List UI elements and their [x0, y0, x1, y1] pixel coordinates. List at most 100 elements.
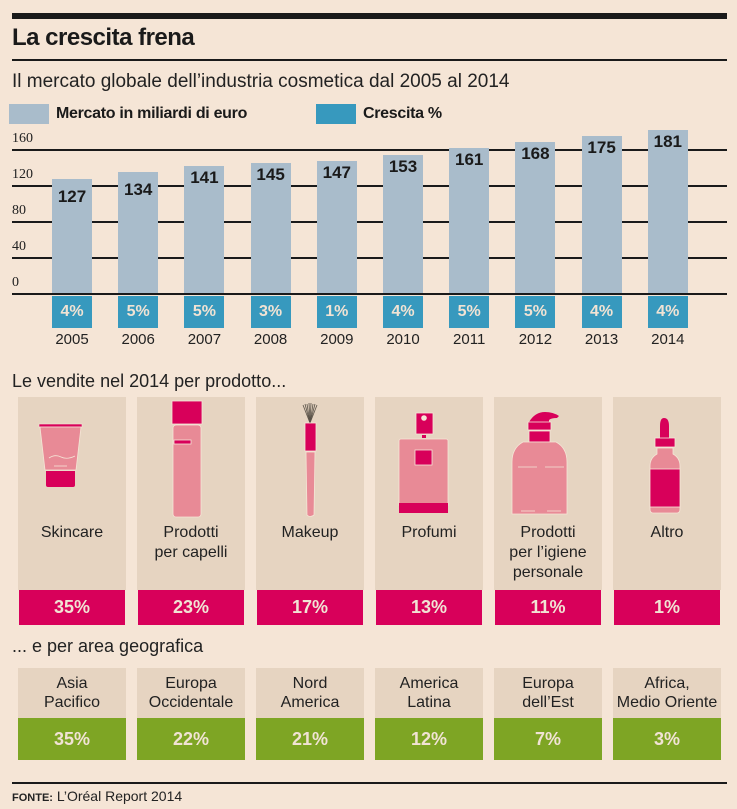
- y-tick-label: 40: [12, 239, 26, 254]
- product-card: Makeup: [256, 397, 364, 590]
- gridline: [12, 221, 727, 223]
- product-share: 1%: [614, 590, 720, 625]
- growth-box-2012: 5%: [515, 296, 556, 328]
- region-label-line: Europa: [522, 675, 574, 692]
- region-card: America Latina: [375, 668, 483, 718]
- product-label-line: personale: [512, 564, 584, 581]
- x-tick-label: 2011: [453, 331, 486, 348]
- region-card: Africa, Medio Oriente: [613, 668, 721, 718]
- product-share: 11%: [495, 590, 601, 625]
- top-rule: [12, 13, 727, 19]
- region-card: Asia Pacifico: [18, 668, 126, 718]
- title-rule: [12, 59, 727, 61]
- region-label-line: Asia: [56, 675, 88, 692]
- region-label: Europa Occidentale: [133, 674, 249, 712]
- region-label-line: Europa: [165, 675, 217, 692]
- regions-section-title: ... e per area geografica: [12, 636, 204, 656]
- product-label: Prodotti per capelli: [137, 523, 245, 563]
- region-share: 7%: [494, 718, 602, 760]
- product-label-line: per l’igiene: [509, 544, 587, 561]
- region-label: Asia Pacifico: [14, 674, 130, 712]
- source-label: FONTE:: [12, 792, 53, 804]
- gridline: [12, 257, 727, 259]
- bar-market-2008: [250, 162, 291, 293]
- product-share: 13%: [376, 590, 482, 625]
- region-label-line: Latina: [407, 694, 451, 711]
- product-share: 35%: [19, 590, 125, 625]
- region-label-line: Medio Oriente: [616, 694, 718, 711]
- region-label: America Latina: [371, 674, 487, 712]
- product-share: 17%: [257, 590, 363, 625]
- region-label: Africa, Medio Oriente: [609, 674, 725, 712]
- region-label-line: America: [399, 675, 459, 692]
- x-tick-label: 2009: [320, 331, 354, 348]
- bar-market-2013: [581, 135, 622, 293]
- region-label-line: Africa,: [644, 675, 690, 692]
- region-share: 21%: [256, 718, 364, 760]
- bar-value-label: 141: [190, 168, 219, 188]
- y-tick-label: 120: [12, 167, 33, 182]
- region-label-line: America: [280, 694, 340, 711]
- bar-value-label: 134: [124, 180, 153, 200]
- y-tick-label: 80: [12, 203, 26, 218]
- chart-subtitle: Il mercato globale dell’industria cosmet…: [12, 71, 510, 92]
- growth-box-2013: 4%: [581, 296, 622, 328]
- product-label-line: Prodotti: [520, 524, 576, 541]
- bar-market-2006: [118, 172, 159, 293]
- bar-market-2011: [449, 148, 490, 293]
- bar-market-2009: [316, 160, 357, 293]
- region-label-line: Nord: [292, 675, 328, 692]
- x-tick-label: 2012: [518, 331, 553, 348]
- bar-market-2007: [184, 166, 225, 293]
- growth-box-2014: 4%: [647, 296, 688, 328]
- region-share: 12%: [375, 718, 483, 760]
- region-label-line: Occidentale: [148, 694, 234, 711]
- growth-box-2009: 1%: [316, 296, 357, 328]
- bar-value-label: 168: [521, 143, 550, 163]
- product-share: 23%: [138, 590, 244, 625]
- product-card: Altro: [613, 397, 721, 590]
- bar-value-label: 175: [587, 137, 616, 157]
- bar-market-2005: [52, 178, 92, 293]
- x-tick-label: 2007: [187, 331, 222, 348]
- bar-value-label: 127: [57, 186, 87, 206]
- product-card: Prodotti per capelli: [137, 397, 245, 590]
- product-label-line: Prodotti: [163, 524, 219, 541]
- growth-box-2008: 3%: [250, 296, 291, 328]
- x-tick-label: 2005: [55, 331, 89, 348]
- products-section-title: Le vendite nel 2014 per prodotto...: [12, 371, 287, 391]
- x-tick-label: 2013: [584, 331, 619, 348]
- bar-value-label: 153: [388, 157, 418, 177]
- growth-box-2007: 5%: [184, 296, 225, 328]
- region-label-line: dell’Est: [522, 694, 574, 711]
- region-label: Europa dell’Est: [490, 674, 606, 712]
- product-label: Makeup: [256, 523, 364, 543]
- growth-box-2005: 4%: [52, 296, 92, 328]
- gridline: [12, 185, 727, 187]
- legend-label-growth: Crescita %: [363, 105, 442, 122]
- bar-value-label: 181: [653, 132, 682, 152]
- product-label-line: Profumi: [401, 524, 457, 541]
- bar-market-2014: [647, 130, 688, 293]
- growth-box-2010: 4%: [383, 296, 423, 328]
- bar-market-2012: [515, 141, 556, 293]
- region-card: Europa Occidentale: [137, 668, 245, 718]
- x-tick-label: 2006: [121, 331, 155, 348]
- region-label: Nord America: [252, 674, 368, 712]
- y-tick-label: 0: [12, 275, 19, 290]
- region-label-line: Pacifico: [43, 694, 101, 711]
- product-label-line: per capelli: [154, 544, 228, 561]
- legend-swatch-market: [9, 104, 49, 124]
- product-label-line: Altro: [650, 524, 684, 541]
- legend-swatch-growth: [316, 104, 356, 124]
- y-tick-label: 160: [12, 131, 33, 146]
- product-label: Profumi: [375, 523, 483, 543]
- bar-value-label: 145: [256, 164, 285, 184]
- x-tick-label: 2010: [386, 331, 420, 348]
- product-label: Altro: [613, 523, 721, 543]
- product-label-line: Makeup: [281, 524, 339, 541]
- product-card: Profumi: [375, 397, 483, 590]
- region-card: Nord America: [256, 668, 364, 718]
- product-card: Prodotti per l’igiene personale: [494, 397, 602, 590]
- region-share: 3%: [613, 718, 721, 760]
